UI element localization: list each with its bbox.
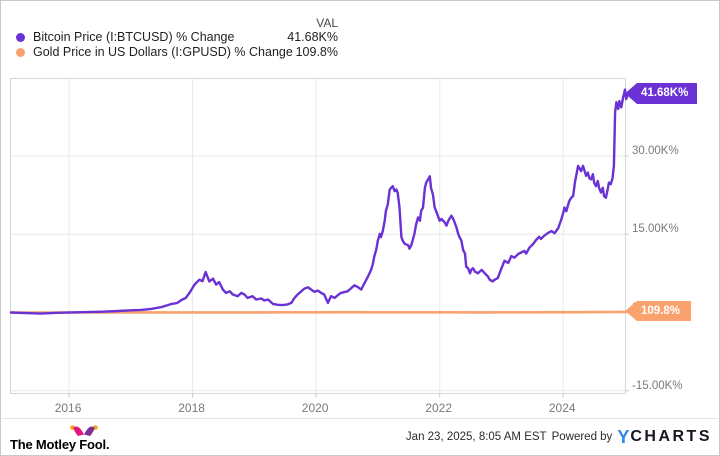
plot-area	[9, 78, 629, 398]
x-tick-label: 2018	[178, 401, 205, 415]
bitcoin-series-dot-icon	[16, 33, 25, 42]
x-tick-label: 2020	[301, 401, 329, 415]
footer-divider	[2, 418, 718, 419]
gold-last-value-badge: 109.8%	[625, 301, 691, 321]
val-column-header: VAL	[316, 16, 338, 30]
ycharts-wordmark: CHARTS	[630, 428, 712, 445]
x-tick-label: 2016	[54, 401, 82, 415]
y-tick-label: 15.00K%	[632, 223, 679, 236]
motley-fool-logo[interactable]: The Motley Fool.	[10, 421, 150, 453]
gold-series-value: 109.8%	[295, 45, 338, 59]
bitcoin-series-value: 41.68K%	[287, 30, 338, 44]
ycharts-y-mark: Y	[617, 426, 631, 447]
jester-hat-icon	[70, 423, 98, 442]
legend: VAL Bitcoin Price (I:BTCUSD) % Change 41…	[0, 0, 420, 70]
y-tick-label: -15.00K%	[632, 379, 683, 392]
legend-row-gold: Gold Price in US Dollars (I:GPUSD) % Cha…	[0, 45, 360, 61]
motley-fool-wordmark: The Motley Fool.	[10, 437, 110, 452]
legend-row-bitcoin: Bitcoin Price (I:BTCUSD) % Change 41.68K…	[0, 30, 360, 46]
x-tick-label: 2022	[425, 401, 453, 415]
x-tick-label: 2024	[548, 401, 576, 415]
attribution: Jan 23, 2025, 8:05 AM EST Powered by Y CH…	[406, 419, 712, 455]
powered-by-text: Powered by	[551, 431, 613, 443]
y-tick-label: 30.00K%	[632, 144, 679, 157]
bitcoin-last-value-badge: 41.68K%	[625, 83, 697, 104]
timestamp: Jan 23, 2025, 8:05 AM EST	[405, 431, 547, 443]
gold-series-dot-icon	[16, 48, 25, 57]
ycharts-logo[interactable]: Y CHARTS	[617, 427, 712, 448]
gold-series-label: Gold Price in US Dollars (I:GPUSD) % Cha…	[33, 45, 293, 59]
bitcoin-series-label: Bitcoin Price (I:BTCUSD) % Change	[33, 30, 235, 44]
footer: The Motley Fool. Jan 23, 2025, 8:05 AM E…	[0, 419, 720, 455]
